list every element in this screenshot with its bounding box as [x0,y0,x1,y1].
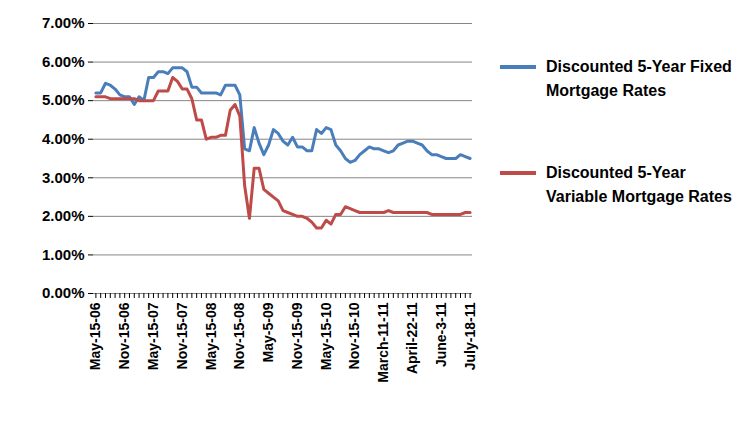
svg-text:Nov-15-08: Nov-15-08 [231,302,247,369]
svg-text:June-3-11: June-3-11 [433,302,449,367]
svg-text:Nov-15-10: Nov-15-10 [346,302,362,369]
svg-text:Nov-15-06: Nov-15-06 [116,302,132,369]
svg-text:July-18-11: July-18-11 [462,302,478,370]
svg-text:6.00%: 6.00% [42,53,85,70]
svg-text:2.00%: 2.00% [42,207,85,224]
html-text:Discounted 5-Year Fixed Mortga: Discounted 5-Year Fixed Mortgage Rates [546,58,732,99]
svg-text:0.00%: 0.00% [42,284,85,301]
svg-text:May-15-08: May-15-08 [203,302,219,370]
svg-text:April-22-11: April-22-11 [404,302,420,374]
svg-text:May-15-10: May-15-10 [318,302,334,370]
svg-text:4.00%: 4.00% [42,130,85,147]
svg-text:March-11-11: March-11-11 [375,302,391,382]
svg-text:3.00%: 3.00% [42,169,85,186]
svg-text:Nov-15-09: Nov-15-09 [289,302,305,369]
svg-text:5.00%: 5.00% [42,91,85,108]
svg-text:7.00%: 7.00% [42,14,85,31]
svg-text:Nov-15-07: Nov-15-07 [174,302,190,369]
html-text:Discounted 5-Year Variable Mor: Discounted 5-Year Variable Mortgage Rate… [546,164,732,205]
svg-text:May-15-07: May-15-07 [145,302,161,370]
svg-text:May-15-06: May-15-06 [87,302,103,370]
svg-text:1.00%: 1.00% [42,246,85,263]
svg-text:May-5-09: May-5-09 [260,302,276,362]
